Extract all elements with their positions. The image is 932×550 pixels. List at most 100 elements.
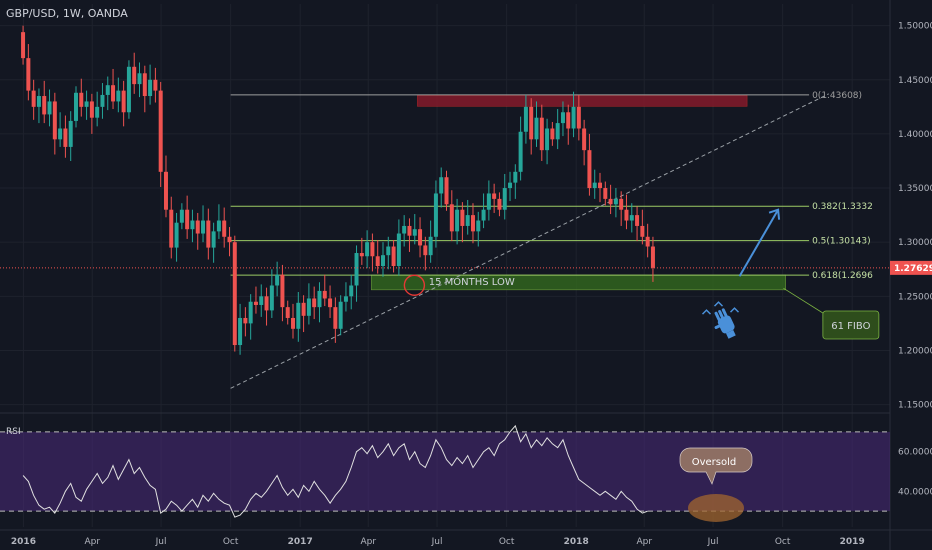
candle-body <box>47 101 52 115</box>
price-tick-label: 1.25000 <box>898 292 932 302</box>
oversold-bubble <box>679 447 753 485</box>
time-tick-label: Oct <box>775 537 791 547</box>
candle-body <box>497 198 502 210</box>
candle-body <box>153 79 158 91</box>
fib-level-label: 0.382(1.3332 <box>812 202 873 212</box>
wave-motion-marks <box>701 301 740 315</box>
candle-body <box>349 285 354 297</box>
time-tick-label: Jul <box>707 537 719 547</box>
candle-body <box>502 188 507 210</box>
candle-body <box>222 220 227 237</box>
candle-body <box>79 92 84 107</box>
candle-body <box>63 128 68 147</box>
candle-body <box>386 246 391 256</box>
candle-body <box>185 209 190 230</box>
candle-body <box>73 92 78 121</box>
time-tick-label: 2019 <box>840 537 865 547</box>
candle-body <box>211 231 216 248</box>
candle-body <box>354 253 359 286</box>
candle-body <box>58 128 63 140</box>
hand-finger <box>718 310 725 320</box>
price-axis[interactable]: 1.50000 1.45000 1.40000 1.35000 1.30000 1.250… <box>898 22 932 411</box>
price-tick-label: 1.45000 <box>898 76 932 86</box>
candle-body <box>100 94 105 107</box>
price-tick-label: 1.15000 <box>898 401 932 411</box>
hand-finger <box>721 308 728 318</box>
candle-body <box>259 296 264 305</box>
candle-body <box>322 290 327 299</box>
candle-body <box>534 117 539 140</box>
candle-body <box>396 233 401 267</box>
candle-body <box>338 301 343 329</box>
candle-body <box>89 101 94 118</box>
price-tick-label: 1.50000 <box>898 22 932 32</box>
fib-level-label: 0.5(1.30143) <box>812 237 871 247</box>
candle-body <box>216 220 221 232</box>
candle-body <box>121 90 126 113</box>
hand-finger <box>714 311 721 322</box>
candle-body <box>365 242 370 257</box>
current-price-tag: 1.27629 <box>890 260 932 275</box>
candle-body <box>486 193 491 210</box>
rsi-tick-label: 60.0000 <box>898 448 932 458</box>
candle-body <box>492 193 497 199</box>
candle-body <box>576 106 581 129</box>
fib-level-label: 0.618(1.2696 <box>812 271 873 281</box>
chart-title: GBP/USD, 1W, OANDA <box>6 7 128 20</box>
price-tick-label: 1.40000 <box>898 130 932 140</box>
time-tick-label: Apr <box>84 537 100 547</box>
candle-body <box>587 150 592 189</box>
candle-body <box>195 220 200 234</box>
time-tick-label: Apr <box>636 537 652 547</box>
candle-body <box>232 242 237 346</box>
candle-body <box>36 96 41 107</box>
oversold-ellipse <box>688 494 744 522</box>
candle-body <box>449 204 454 232</box>
oversold-label: Oversold <box>692 457 737 468</box>
candle-body <box>650 246 655 268</box>
candle-body <box>317 290 322 308</box>
candle-body <box>111 85 116 102</box>
fibo-callout <box>822 310 880 340</box>
rsi-oversold-annotation: Oversold <box>679 447 753 522</box>
candle-body <box>174 222 179 248</box>
candle-body <box>269 285 274 311</box>
target-arrowhead <box>768 208 781 220</box>
time-axis[interactable]: 2016 Apr Jul Oct 2017 Apr Jul Oct 2018 Apr Jul Oct 2… <box>11 537 865 547</box>
support-label: 15 MONTHS LOW <box>429 277 515 288</box>
candle-body <box>253 301 258 305</box>
candle-body <box>423 245 428 256</box>
candle-body <box>264 296 269 311</box>
annotations: 15 MONTHS LOW 61 FIBO <box>403 208 880 340</box>
time-tick-label: Jul <box>155 537 167 547</box>
candle-body <box>343 296 348 302</box>
candle-body <box>518 131 523 172</box>
candle-body <box>608 198 613 205</box>
price-tick-label: 1.20000 <box>898 346 932 356</box>
candle-body <box>566 112 571 129</box>
candle-body <box>508 182 513 189</box>
candle-body <box>619 198 624 210</box>
candle-body <box>132 66 137 85</box>
candle-body <box>603 188 608 199</box>
candle-body <box>465 215 470 226</box>
candle-body <box>291 317 296 329</box>
candle-body <box>328 298 333 308</box>
candle-body <box>285 307 290 318</box>
candle-body <box>158 90 163 172</box>
candle-body <box>275 274 280 286</box>
candle-body <box>375 256 380 267</box>
candle-body <box>418 229 423 246</box>
candle-body <box>179 209 184 223</box>
candle-body <box>137 73 142 85</box>
candle-body <box>560 112 565 124</box>
candle-body <box>380 255 385 267</box>
candle-body <box>201 220 206 234</box>
time-tick-label: Oct <box>223 537 239 547</box>
candle-body <box>248 301 253 324</box>
candle-body <box>635 215 640 226</box>
candle-body <box>142 73 147 97</box>
candle-body <box>613 198 618 205</box>
candle-body <box>455 209 460 232</box>
